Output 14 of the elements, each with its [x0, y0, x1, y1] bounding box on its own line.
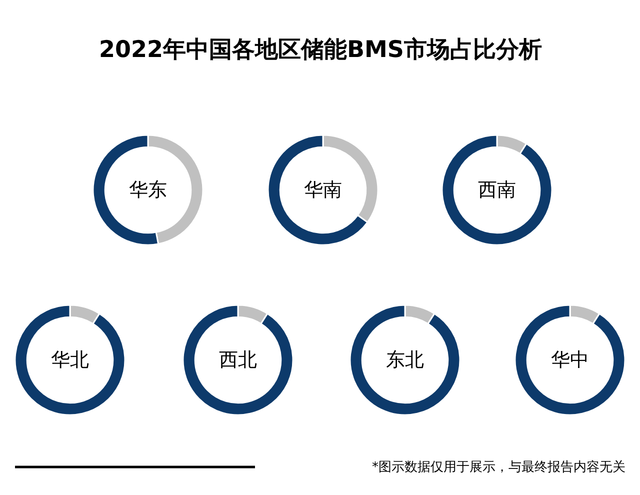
text: 2022年中国各地区储能BMS市场占比分析 — [99, 36, 542, 63]
text: 西南 — [478, 179, 516, 201]
text: 东北 — [386, 349, 424, 371]
donut-slice — [349, 304, 461, 416]
donut-slice — [14, 304, 126, 416]
donut-slice — [441, 134, 553, 246]
donut-slice — [514, 304, 626, 416]
text: 华北 — [51, 349, 89, 371]
text: 华南 — [304, 179, 342, 201]
donut-slice — [182, 304, 294, 416]
text: 华中 — [551, 349, 589, 371]
text: 华东 — [129, 179, 167, 201]
text: 西北 — [219, 349, 257, 371]
text: *图示数据仅用于展示，与最终报告内容无关 — [372, 459, 626, 475]
